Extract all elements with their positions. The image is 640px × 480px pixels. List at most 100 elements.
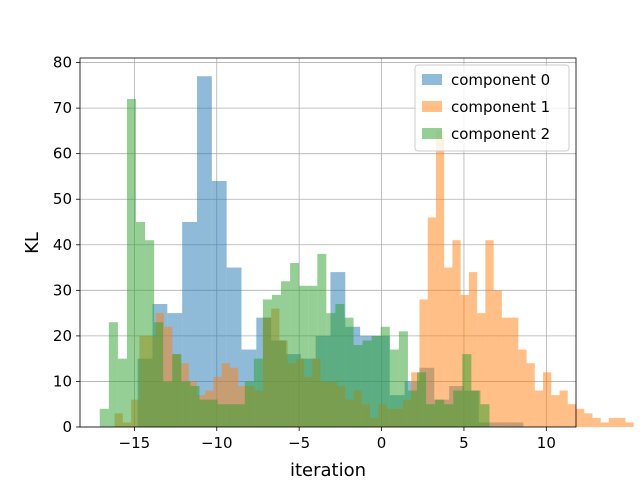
histogram-bar: [362, 340, 372, 427]
legend: component 0 component 1 component 2: [414, 64, 570, 152]
histogram-bar: [136, 222, 146, 427]
plot-frame: [79, 57, 577, 428]
histogram-bar: [444, 267, 453, 427]
histogram-bar: [576, 408, 585, 427]
histogram-bar: [600, 422, 609, 427]
histogram-bar: [226, 404, 236, 427]
y-tick-label: 60: [53, 145, 72, 163]
legend-label: component 0: [451, 71, 550, 89]
histogram-bar: [164, 326, 173, 427]
histogram-bar: [190, 386, 200, 427]
histogram-bar: [480, 404, 490, 427]
y-tick-label: 20: [53, 327, 72, 345]
histogram-bar: [543, 372, 552, 427]
histogram-bar: [389, 349, 399, 427]
histogram-bar: [229, 367, 239, 427]
histogram-bar: [172, 354, 182, 427]
histogram-bar: [281, 281, 291, 427]
histogram-bar: [108, 322, 118, 427]
histogram-bar: [435, 130, 445, 427]
histogram-bar: [208, 399, 218, 427]
histogram-bar: [416, 372, 427, 427]
histogram-bar: [199, 399, 209, 427]
histogram-bar: [471, 390, 481, 427]
histogram-bar: [485, 240, 494, 427]
histogram-bar: [510, 317, 519, 427]
histogram-bar: [99, 408, 109, 427]
histogram-bar: [317, 253, 327, 427]
histogram-bar: [559, 390, 568, 427]
y-axis: 0 10 20 30 40 50 60 70 80: [53, 54, 80, 436]
histogram-bar: [117, 358, 127, 427]
x-axis-label: iteration: [290, 460, 366, 480]
y-tick-label: 40: [53, 236, 72, 254]
histogram-bar: [419, 299, 428, 427]
histogram-bar: [163, 381, 173, 427]
y-tick-label: 80: [53, 54, 72, 72]
histogram-bar: [271, 294, 282, 427]
histogram-bar: [462, 354, 472, 427]
histogram-bar: [344, 317, 354, 427]
histogram-bar: [452, 240, 461, 427]
legend-swatch: [422, 128, 442, 139]
histogram-bar: [407, 390, 417, 427]
y-tick-label: 10: [53, 372, 72, 390]
x-tick-label: 0: [377, 434, 387, 452]
histogram-bar: [453, 390, 463, 427]
histogram-bar: [427, 217, 436, 427]
histogram-bar: [326, 313, 336, 427]
x-tick-label: −5: [288, 434, 310, 452]
histogram-bar: [501, 317, 511, 427]
histogram-bar: [371, 335, 381, 427]
x-tick-label: −15: [119, 434, 151, 452]
y-tick-label: 50: [53, 190, 72, 208]
legend-swatch: [422, 74, 442, 85]
histogram-bar: [380, 326, 390, 427]
x-tick-label: 10: [537, 434, 556, 452]
y-tick-label: 70: [53, 99, 72, 117]
histogram-bar: [444, 404, 454, 427]
histogram-bar: [353, 345, 363, 427]
legend-swatch: [422, 101, 442, 112]
histogram-bar: [221, 363, 230, 427]
histogram-bar: [617, 417, 626, 427]
x-tick-label: −10: [201, 434, 233, 452]
x-tick-label: 5: [459, 434, 469, 452]
histogram-bar: [477, 313, 486, 427]
histogram-bar: [126, 99, 137, 427]
histogram-bar: [435, 399, 445, 427]
histogram-bar: [145, 240, 155, 427]
histogram-bar: [335, 304, 345, 427]
histogram-bar: [608, 417, 618, 427]
bars: [99, 76, 634, 427]
histogram-bar: [551, 395, 560, 427]
histogram-bar: [154, 322, 164, 427]
y-tick-label: 30: [53, 281, 72, 299]
series-2-bars: [99, 99, 490, 427]
y-tick-label: 0: [62, 418, 72, 436]
x-axis: −15 −10 −5 0 5 10: [119, 427, 556, 452]
histogram-bar: [235, 404, 245, 427]
histogram-bar: [290, 263, 300, 427]
legend-label: component 1: [451, 98, 550, 116]
histogram-bar: [217, 404, 227, 427]
histogram-bar: [196, 76, 212, 427]
histogram-bar: [584, 413, 593, 427]
histogram-bar: [526, 363, 535, 427]
histogram-bar: [244, 381, 254, 427]
histogram-bar: [181, 381, 191, 427]
histogram-bar: [534, 390, 544, 427]
histogram-bar: [299, 285, 309, 427]
histogram-bar: [518, 349, 527, 427]
histogram-bar: [398, 331, 408, 427]
histogram-bar: [253, 358, 263, 427]
histogram-bar: [308, 285, 318, 427]
histogram-bar: [262, 299, 272, 427]
histogram-bar: [426, 404, 436, 427]
legend-box: [414, 64, 570, 152]
histogram-bar: [567, 404, 576, 427]
histogram-bar: [493, 290, 502, 427]
histogram-bar: [625, 422, 634, 427]
legend-label: component 2: [451, 125, 550, 143]
